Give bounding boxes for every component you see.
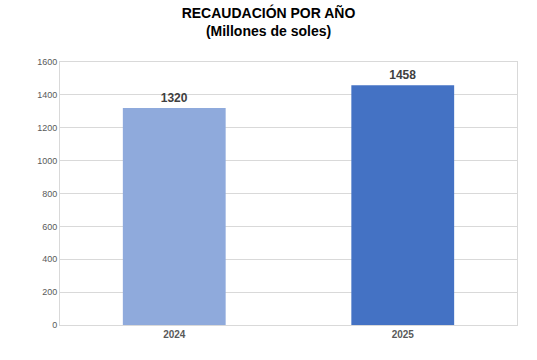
svg-text:800: 800 <box>42 189 57 199</box>
svg-text:1458: 1458 <box>389 68 416 82</box>
svg-text:1000: 1000 <box>37 156 57 166</box>
svg-text:200: 200 <box>42 287 57 297</box>
svg-text:RECAUDACIÓN POR AÑO(Millones d: RECAUDACIÓN POR AÑO(Millones de soles) <box>182 4 356 39</box>
svg-text:1200: 1200 <box>37 123 57 133</box>
svg-text:1320: 1320 <box>161 91 188 105</box>
svg-text:2025: 2025 <box>392 329 415 340</box>
svg-text:0: 0 <box>52 320 57 330</box>
svg-text:600: 600 <box>42 222 57 232</box>
svg-text:2024: 2024 <box>163 329 186 340</box>
svg-text:1400: 1400 <box>37 90 57 100</box>
svg-text:1600: 1600 <box>37 57 57 67</box>
svg-text:400: 400 <box>42 254 57 264</box>
